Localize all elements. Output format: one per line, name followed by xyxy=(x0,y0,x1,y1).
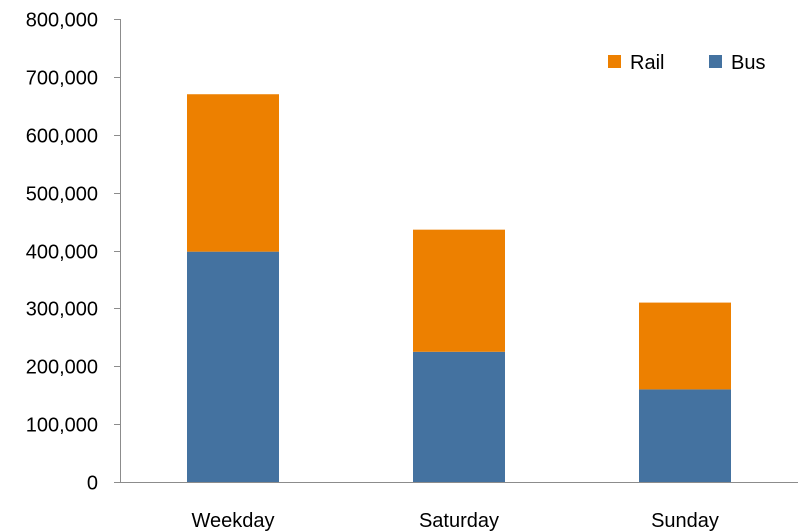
y-tick-label: 300,000 xyxy=(26,299,98,321)
y-tick-label: 0 xyxy=(87,473,98,495)
legend: Rail Bus xyxy=(608,52,765,74)
y-axis: 0 100,000 200,000 300,000 400,000 500,000 600,… xyxy=(26,10,121,495)
y-tick-label: 600,000 xyxy=(26,126,98,148)
x-tick-label: Saturday xyxy=(419,510,499,532)
bar-rail-sunday xyxy=(639,302,731,390)
bar-rail-saturday xyxy=(413,229,505,352)
bars xyxy=(187,94,731,482)
x-axis: Weekday Saturday Sunday xyxy=(120,482,798,532)
bar-bus-weekday xyxy=(187,251,279,482)
bar-bus-saturday xyxy=(413,351,505,482)
x-tick-label: Sunday xyxy=(651,510,719,532)
legend-label-bus: Bus xyxy=(731,52,765,74)
legend-swatch-rail xyxy=(608,55,621,68)
legend-swatch-bus xyxy=(709,55,722,68)
legend-label-rail: Rail xyxy=(630,52,664,74)
y-tick-label: 800,000 xyxy=(26,10,98,32)
y-tick-label: 200,000 xyxy=(26,357,98,379)
y-tick-label: 100,000 xyxy=(26,415,98,437)
bar-rail-weekday xyxy=(187,94,279,252)
y-tick-label: 700,000 xyxy=(26,68,98,90)
y-tick-label: 500,000 xyxy=(26,184,98,206)
x-tick-label: Weekday xyxy=(191,510,274,532)
bar-bus-sunday xyxy=(639,389,731,482)
y-tick-label: 400,000 xyxy=(26,242,98,264)
